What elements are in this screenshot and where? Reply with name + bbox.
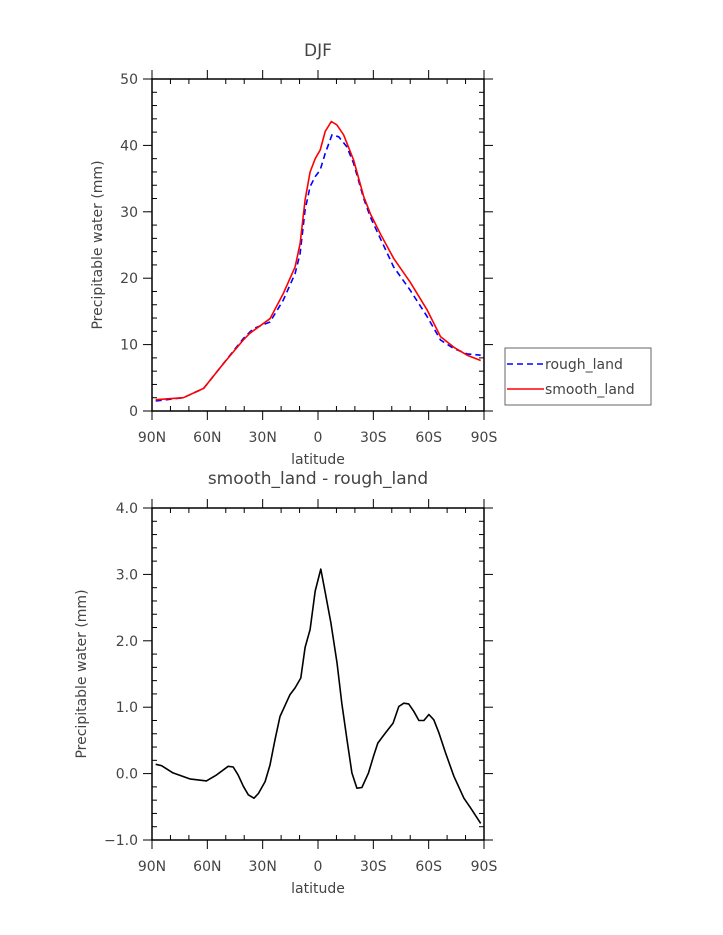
legend-label-smooth-land: smooth_land (545, 382, 635, 398)
legend-label-rough-land: rough_land (545, 357, 623, 373)
x-tick-label: 90N (138, 430, 166, 446)
x-tick-label: 30N (249, 430, 277, 446)
top-y-axis-label: Precipitable water (mm) (90, 160, 106, 329)
x-tick-label: 60S (415, 430, 442, 446)
y-tick-label: −1.0 (104, 833, 138, 849)
plot-frame (151, 507, 485, 841)
series-line-smooth-land (155, 120, 481, 401)
y-tick-label: 0 (129, 404, 138, 420)
x-tick-label: 90S (471, 859, 498, 875)
x-tick-label: 60N (193, 430, 221, 446)
plot-frame (151, 78, 485, 412)
x-tick-label: 60N (193, 859, 221, 875)
x-tick-label: 0 (314, 859, 323, 875)
bottom-panel-title: smooth_land - rough_land (208, 469, 428, 489)
top-panel: DJF latitude Precipitable water (mm) rou… (90, 41, 652, 468)
y-tick-label: 4.0 (116, 501, 138, 517)
y-tick-label: 40 (120, 138, 138, 154)
legend: rough_land smooth_land (504, 347, 652, 406)
x-tick-label: 90S (471, 430, 498, 446)
series-line-difference (155, 568, 482, 824)
top-panel-title: DJF (304, 41, 332, 61)
y-tick-label: 1.0 (116, 700, 138, 716)
y-tick-label: 30 (120, 205, 138, 221)
y-tick-label: 3.0 (116, 567, 138, 583)
bottom-y-axis-label: Precipitable water (mm) (74, 589, 90, 758)
bottom-panel: smooth_land - rough_land latitude Precip… (74, 469, 497, 897)
top-x-axis-label: latitude (291, 452, 345, 468)
bottom-x-axis-label: latitude (291, 881, 345, 897)
series-line-rough-land (155, 134, 481, 402)
y-tick-label: 2.0 (116, 634, 138, 650)
x-tick-label: 0 (314, 430, 323, 446)
x-tick-label: 30S (360, 430, 387, 446)
y-tick-label: 20 (120, 271, 138, 287)
x-tick-label: 30S (360, 859, 387, 875)
legend-box (504, 347, 652, 406)
y-tick-label: 50 (120, 72, 138, 88)
y-tick-label: 10 (120, 338, 138, 354)
y-tick-label: 0.0 (116, 767, 138, 783)
x-tick-label: 60S (415, 859, 442, 875)
x-tick-label: 30N (249, 859, 277, 875)
x-tick-label: 90N (138, 859, 166, 875)
